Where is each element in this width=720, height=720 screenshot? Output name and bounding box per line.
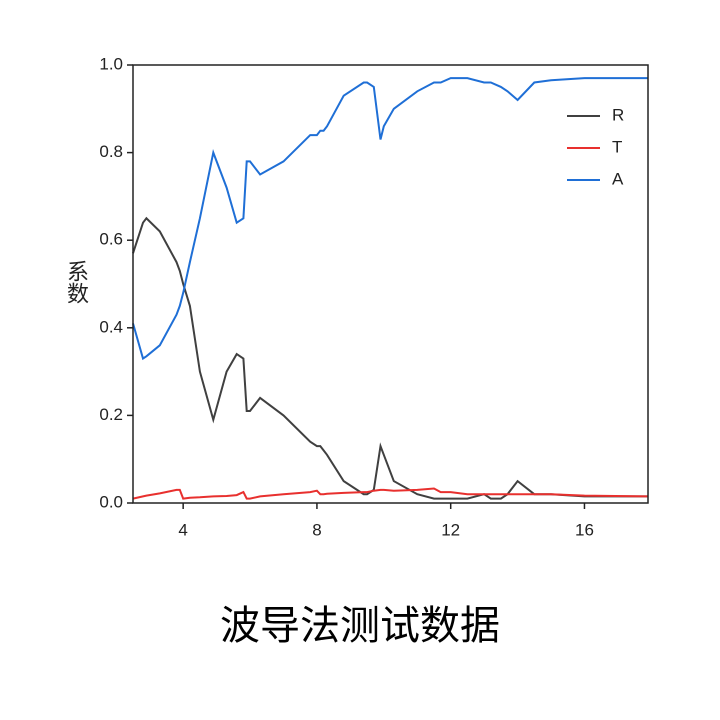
series-line xyxy=(132,216,648,500)
x-tick-label: 4 xyxy=(178,520,187,539)
plot-frame xyxy=(132,64,649,504)
y-tick-label: 1.0 xyxy=(99,54,123,73)
legend-label: A xyxy=(612,169,624,188)
x-tick-label: 12 xyxy=(441,520,460,539)
x-tick-label: 8 xyxy=(312,520,321,539)
y-tick-label: 0.6 xyxy=(99,230,123,249)
chart-title: 波导法测试数据 xyxy=(220,603,500,649)
x-tick-label: 16 xyxy=(575,520,594,539)
legend-label: T xyxy=(612,137,622,156)
y-tick-label: 0.2 xyxy=(99,405,123,424)
series-line xyxy=(132,77,648,361)
y-tick-label: 0.0 xyxy=(99,492,123,511)
legend-label: R xyxy=(612,105,624,124)
series-line xyxy=(132,487,649,500)
y-axis-label: 系数 xyxy=(63,260,89,304)
y-tick-label: 0.8 xyxy=(99,142,123,161)
y-tick-label: 0.4 xyxy=(99,317,123,336)
